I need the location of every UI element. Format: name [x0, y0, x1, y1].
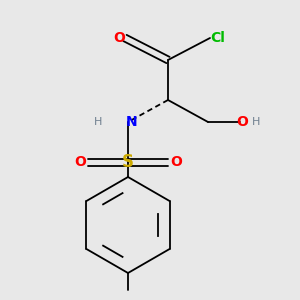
Text: O: O — [170, 155, 182, 169]
Text: S: S — [122, 153, 134, 171]
Text: O: O — [236, 115, 248, 129]
Text: H: H — [94, 117, 102, 127]
Text: O: O — [74, 155, 86, 169]
Text: O: O — [113, 31, 125, 45]
Text: Cl: Cl — [211, 31, 225, 45]
Text: N: N — [126, 115, 138, 129]
Text: H: H — [252, 117, 260, 127]
